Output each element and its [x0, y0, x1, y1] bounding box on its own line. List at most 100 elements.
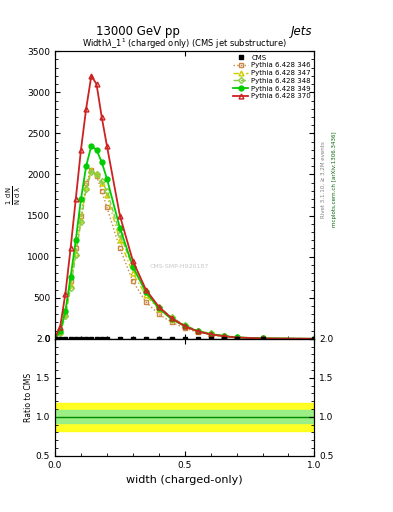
Pythia 6.428 347	[195, 328, 200, 334]
Pythia 6.428 370	[58, 324, 62, 330]
Pythia 6.428 370	[195, 328, 200, 334]
CMS	[89, 335, 94, 342]
Pythia 6.428 370	[169, 315, 174, 322]
Text: mcplots.cern.ch [arXiv:1306.3436]: mcplots.cern.ch [arXiv:1306.3436]	[332, 132, 337, 227]
Pythia 6.428 348	[195, 328, 200, 334]
CMS	[58, 335, 62, 342]
Pythia 6.428 347	[182, 323, 187, 329]
Pythia 6.428 346	[208, 332, 213, 338]
Pythia 6.428 348	[169, 314, 174, 321]
X-axis label: width (charged-only): width (charged-only)	[127, 475, 243, 485]
Pythia 6.428 347	[169, 316, 174, 322]
CMS	[182, 335, 187, 342]
Pythia 6.428 349	[156, 305, 161, 311]
Pythia 6.428 348	[312, 336, 317, 342]
Pythia 6.428 349	[169, 316, 174, 322]
Line: Pythia 6.428 348: Pythia 6.428 348	[53, 170, 316, 341]
Pythia 6.428 347	[99, 180, 104, 186]
CMS	[73, 335, 78, 342]
Text: CMS-SMP-H920187: CMS-SMP-H920187	[150, 264, 209, 269]
Pythia 6.428 348	[182, 322, 187, 328]
Pythia 6.428 370	[79, 147, 83, 153]
Pythia 6.428 347	[156, 306, 161, 312]
Pythia 6.428 370	[105, 143, 109, 149]
Pythia 6.428 370	[143, 286, 148, 292]
Pythia 6.428 349	[195, 328, 200, 334]
Pythia 6.428 348	[89, 169, 94, 175]
CMS	[156, 335, 161, 342]
Pythia 6.428 346	[221, 333, 226, 339]
Title: Width$\lambda\_1^1$ (charged only) (CMS jet substructure): Width$\lambda\_1^1$ (charged only) (CMS …	[82, 37, 287, 51]
Y-axis label: $\mathregular{\frac{1}{N}\,\frac{dN}{d\,\lambda}}$: $\mathregular{\frac{1}{N}\,\frac{dN}{d\,…	[5, 185, 23, 205]
Pythia 6.428 347	[312, 336, 317, 342]
Pythia 6.428 349	[260, 335, 265, 342]
Pythia 6.428 348	[208, 330, 213, 336]
Pythia 6.428 347	[79, 217, 83, 223]
Pythia 6.428 346	[143, 299, 148, 305]
CMS	[105, 335, 109, 342]
CMS	[208, 335, 213, 342]
Pythia 6.428 347	[130, 270, 135, 276]
Pythia 6.428 349	[143, 289, 148, 295]
Text: Jets: Jets	[291, 26, 312, 38]
Pythia 6.428 370	[260, 335, 265, 342]
Pythia 6.428 348	[53, 335, 57, 341]
Pythia 6.428 370	[84, 105, 88, 112]
CMS	[312, 335, 317, 342]
Pythia 6.428 347	[105, 192, 109, 198]
Pythia 6.428 347	[234, 334, 239, 340]
Pythia 6.428 346	[195, 329, 200, 335]
Pythia 6.428 346	[73, 245, 78, 251]
CMS	[234, 335, 239, 342]
Pythia 6.428 348	[221, 332, 226, 338]
Pythia 6.428 370	[130, 258, 135, 264]
Line: Pythia 6.428 347: Pythia 6.428 347	[53, 168, 317, 341]
Pythia 6.428 370	[89, 73, 94, 79]
Pythia 6.428 347	[221, 333, 226, 339]
Pythia 6.428 347	[94, 172, 99, 178]
Pythia 6.428 347	[73, 249, 78, 255]
Line: Pythia 6.428 370: Pythia 6.428 370	[53, 73, 317, 341]
Pythia 6.428 370	[73, 196, 78, 202]
CMS	[84, 335, 88, 342]
Line: CMS: CMS	[53, 336, 317, 341]
CMS	[169, 335, 174, 342]
Pythia 6.428 349	[312, 336, 317, 342]
Pythia 6.428 348	[143, 288, 148, 294]
CMS	[143, 335, 148, 342]
Pythia 6.428 349	[84, 163, 88, 169]
Pythia 6.428 348	[84, 186, 88, 193]
Pythia 6.428 348	[79, 219, 83, 225]
Pythia 6.428 349	[118, 225, 122, 231]
Y-axis label: Ratio to CMS: Ratio to CMS	[24, 373, 33, 422]
Pythia 6.428 349	[182, 323, 187, 329]
Pythia 6.428 349	[68, 274, 73, 280]
Pythia 6.428 370	[63, 290, 68, 296]
Pythia 6.428 349	[73, 237, 78, 243]
Pythia 6.428 347	[143, 292, 148, 298]
Pythia 6.428 349	[234, 334, 239, 340]
CMS	[63, 335, 68, 342]
Pythia 6.428 349	[94, 147, 99, 153]
Pythia 6.428 347	[208, 331, 213, 337]
Pythia 6.428 346	[156, 311, 161, 317]
Pythia 6.428 349	[53, 335, 57, 341]
Pythia 6.428 347	[63, 311, 68, 317]
Pythia 6.428 349	[89, 143, 94, 149]
Pythia 6.428 346	[118, 245, 122, 251]
Pythia 6.428 348	[63, 313, 68, 319]
Pythia 6.428 349	[79, 196, 83, 202]
CMS	[260, 335, 265, 342]
Pythia 6.428 348	[73, 252, 78, 258]
Pythia 6.428 370	[208, 331, 213, 337]
Pythia 6.428 347	[89, 167, 94, 174]
Pythia 6.428 346	[68, 278, 73, 284]
Pythia 6.428 347	[68, 282, 73, 288]
Pythia 6.428 348	[105, 188, 109, 194]
Pythia 6.428 346	[94, 173, 99, 179]
Pythia 6.428 349	[63, 308, 68, 314]
Pythia 6.428 346	[63, 309, 68, 315]
Pythia 6.428 346	[79, 212, 83, 219]
Pythia 6.428 370	[182, 323, 187, 329]
Pythia 6.428 349	[130, 264, 135, 270]
